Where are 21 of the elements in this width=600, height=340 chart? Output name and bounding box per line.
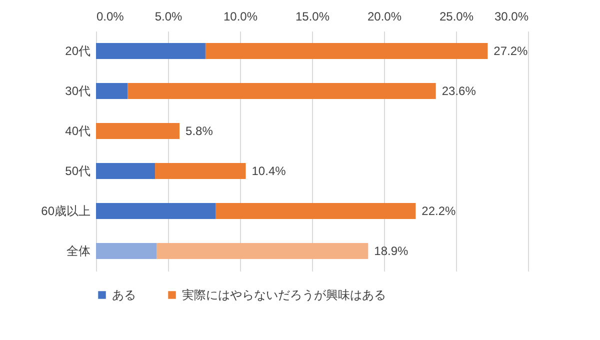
total-label: 22.2% bbox=[422, 204, 456, 218]
legend-label: ある bbox=[112, 288, 136, 302]
y-tick-label: 40代 bbox=[65, 124, 90, 138]
x-tick-label: 20.0% bbox=[367, 10, 402, 24]
x-tick-label: 10.0% bbox=[223, 10, 258, 24]
total-label: 27.2% bbox=[494, 44, 528, 58]
y-tick-label: 50代 bbox=[65, 164, 90, 178]
x-tick-label: 15.0% bbox=[295, 10, 330, 24]
total-label: 10.4% bbox=[252, 164, 286, 178]
y-tick-label: 30代 bbox=[65, 84, 90, 98]
x-tick-label: 0.0% bbox=[96, 10, 124, 24]
total-label: 23.6% bbox=[442, 84, 476, 98]
y-tick-label: 全体 bbox=[66, 244, 90, 258]
total-label: 5.8% bbox=[186, 124, 214, 138]
total-label: 18.9% bbox=[374, 244, 409, 258]
x-tick-label: 25.0% bbox=[439, 10, 474, 24]
x-tick-label: 5.0% bbox=[154, 10, 182, 24]
y-tick-label: 20代 bbox=[65, 44, 90, 58]
legend-label: 実際にはやらないだろうが興味はある bbox=[182, 288, 386, 302]
x-tick-label: 30.0% bbox=[494, 10, 529, 24]
y-tick-label: 60歳以上 bbox=[41, 204, 90, 218]
